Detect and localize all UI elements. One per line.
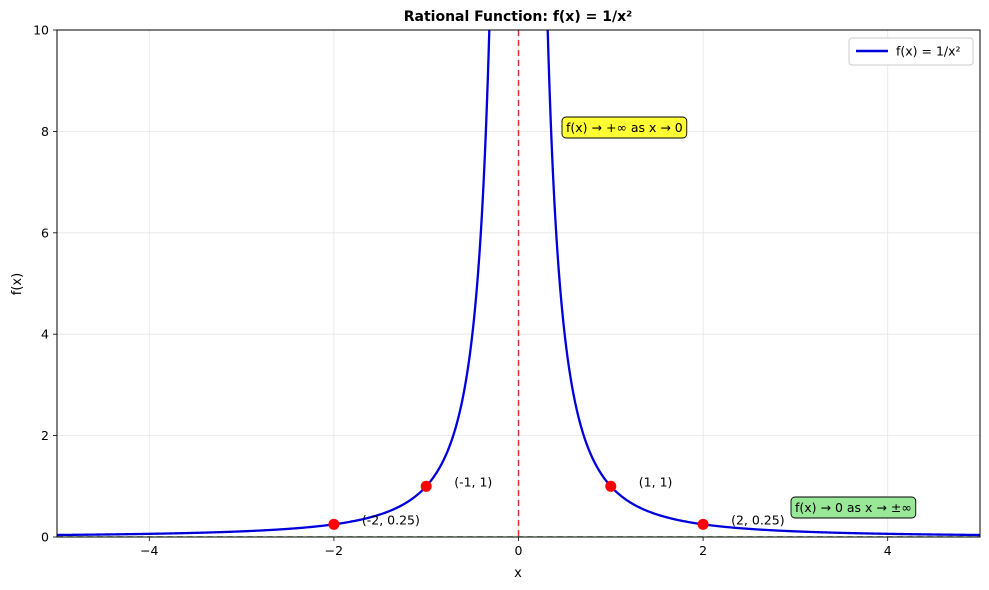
data-point-label: (-2, 0.25) — [362, 512, 420, 527]
y-tick-label: 6 — [41, 225, 49, 240]
x-tick-label: 0 — [515, 543, 523, 558]
asymptotes — [57, 30, 980, 537]
data-point — [697, 518, 709, 530]
x-tick-label: 4 — [884, 543, 892, 558]
annotations: f(x) → +∞ as x → 0 f(x) → 0 as x → ±∞ — [561, 116, 917, 519]
x-tick-label: 2 — [699, 543, 707, 558]
point-labels: (-2, 0.25) (-1, 1) (1, 1) (2, 0.25) — [362, 474, 785, 527]
y-axis-ticks: 0 2 4 6 8 10 — [33, 23, 57, 545]
y-axis-label: f(x) — [10, 273, 25, 295]
annotation: f(x) → +∞ as x → 0 — [561, 116, 688, 139]
y-tick-label: 4 — [41, 327, 49, 342]
x-tick-label: −2 — [325, 543, 343, 558]
y-tick-label: 2 — [41, 428, 49, 443]
annotation: f(x) → 0 as x → ±∞ — [790, 496, 917, 519]
legend-box — [848, 37, 974, 66]
annotation-text: f(x) → +∞ as x → 0 — [566, 120, 683, 135]
series — [57, 30, 980, 537]
points — [328, 480, 709, 530]
data-point-label: (2, 0.25) — [731, 512, 785, 527]
y-tick-label: 8 — [41, 124, 49, 139]
annotation-text: f(x) → 0 as x → ±∞ — [795, 500, 912, 515]
x-tick-label: −4 — [140, 543, 158, 558]
series-line-left-branch — [57, 30, 491, 537]
legend-entry: f(x) = 1/x² — [896, 44, 961, 59]
x-axis-ticks: −4 −2 0 2 4 — [140, 537, 892, 558]
series-line-right-branch — [546, 30, 980, 537]
data-point — [328, 518, 340, 530]
annotation-box — [790, 496, 917, 519]
data-point — [420, 480, 432, 492]
data-point-label: (-1, 1) — [454, 474, 492, 489]
legend: f(x) = 1/x² — [848, 37, 974, 66]
annotation-box — [561, 116, 688, 139]
y-tick-label: 0 — [41, 530, 49, 545]
y-tick-label: 10 — [33, 23, 49, 38]
data-point-label: (1, 1) — [639, 474, 673, 489]
data-point — [605, 480, 617, 492]
x-axis-label: x — [514, 566, 522, 581]
chart-title: Rational Function: f(x) = 1/x² — [404, 9, 632, 25]
